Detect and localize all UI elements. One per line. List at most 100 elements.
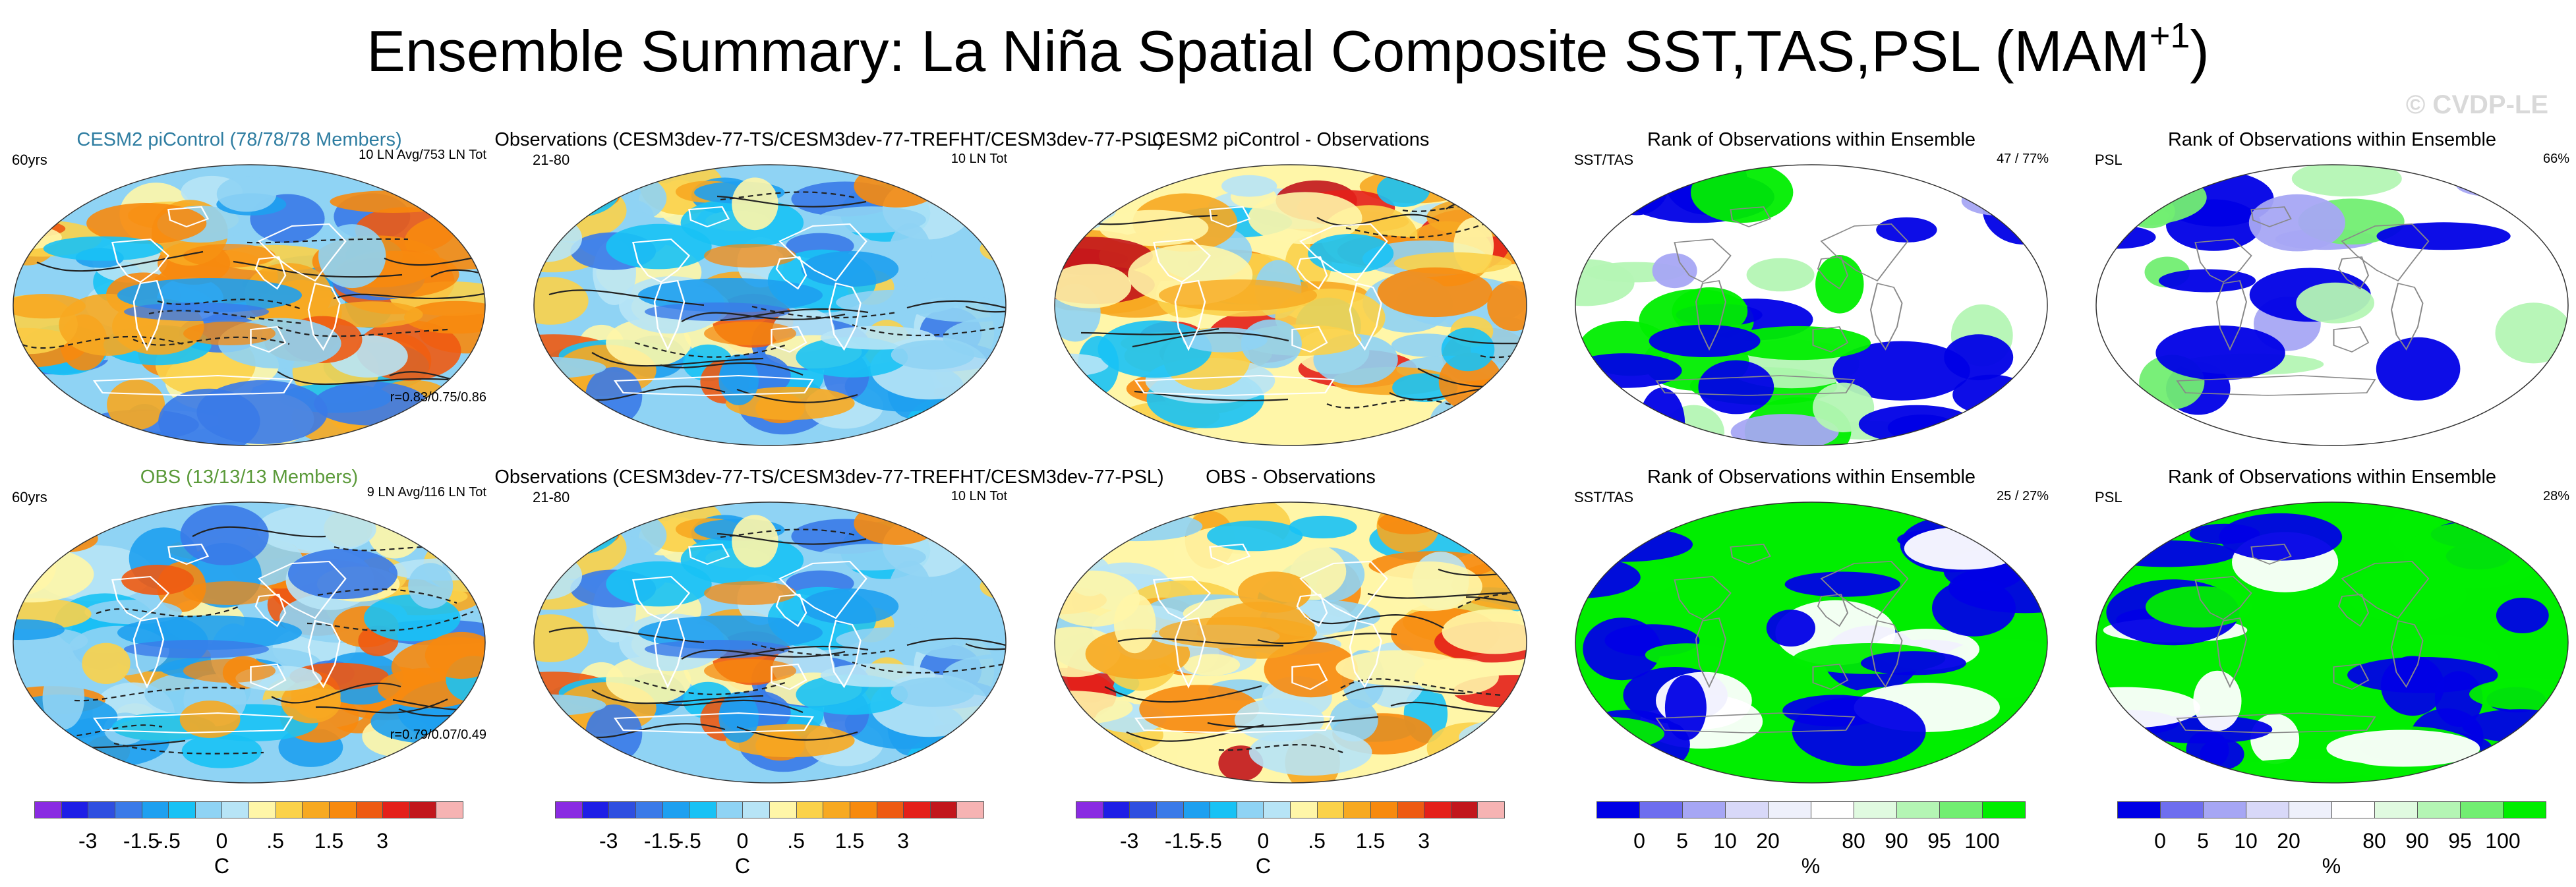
colorbar-2-swatch	[1263, 801, 1291, 818]
panel-r1c2-map	[1054, 501, 1527, 784]
colorbar-2-tick: 1.5	[1355, 829, 1386, 853]
panel-r1c4-title: Rank of Observations within Ensemble	[2167, 467, 2497, 488]
colorbar-3-unit: %	[1801, 854, 1821, 878]
colorbar-3-swatch	[1811, 801, 1854, 818]
colorbar-1-swatch	[742, 801, 770, 818]
colorbar-0-swatch	[61, 801, 89, 818]
colorbar-3-tick: 90	[1885, 829, 1908, 853]
colorbar-3-tick: 5	[1676, 829, 1688, 853]
panel-r1c0-left-label: 60yrs	[12, 489, 47, 505]
colorbar-0-swatch	[88, 801, 115, 818]
colorbar-1-swatch	[929, 801, 958, 818]
colorbar-0-tick: 1.5	[314, 829, 344, 853]
colorbar-1-swatch	[876, 801, 904, 818]
colorbar-3-swatch	[1939, 801, 1983, 818]
colorbar-3-swatch	[1639, 801, 1683, 818]
colorbar-4-tick: 20	[2277, 829, 2300, 853]
colorbar-2-swatch	[1102, 801, 1130, 818]
panel-r1c3-right-label: 25 / 27%	[1997, 489, 2049, 503]
colorbar-4-swatch	[2203, 801, 2246, 818]
colorbar-0-tick: -1.5	[123, 829, 160, 853]
colorbar-4-unit: %	[2322, 854, 2341, 878]
colorbar-2-swatch	[1236, 801, 1264, 818]
colorbar-4-tick: 90	[2405, 829, 2429, 853]
colorbar-3-swatch	[1725, 801, 1769, 818]
colorbar-1-swatch	[608, 801, 636, 818]
colorbar-0-swatch	[168, 801, 196, 818]
colorbar-2-swatch	[1477, 801, 1505, 818]
panel-r0c1-left-label: 21-80	[533, 152, 570, 168]
colorbar-0-unit: C	[214, 854, 229, 878]
colorbar-1-tick: -1.5	[643, 829, 681, 853]
colorbar-0-tick: 3	[376, 829, 389, 853]
colorbar-1-tick: 1.5	[834, 829, 865, 853]
figure-title: Ensemble Summary: La Niña Spatial Compos…	[0, 18, 2576, 84]
colorbar-0-swatch	[221, 801, 249, 818]
colorbar-1-swatch	[769, 801, 797, 818]
colorbar-0: -3 -1.5 -.5 0 .5 1.5 3 C	[34, 801, 463, 887]
panel-r0c3-map	[1575, 164, 2048, 446]
colorbar-2-tick: -3	[1120, 829, 1139, 853]
colorbar-4-swatch	[2503, 801, 2546, 818]
panel-r0c4-title: Rank of Observations within Ensemble	[2167, 129, 2497, 150]
colorbar-2-swatch	[1450, 801, 1478, 818]
colorbar-4-swatch	[2246, 801, 2289, 818]
panel-r0c1-right-label: 10 LN Tot	[951, 152, 1007, 166]
panel-r0c4-map	[2095, 164, 2569, 446]
colorbar-3: 0 5 10 20 80 90 95 100%	[1596, 801, 2026, 887]
colorbar-0-tick: -.5	[156, 829, 181, 853]
colorbar-4-swatch	[2460, 801, 2503, 818]
colorbar-2-swatch	[1210, 801, 1237, 818]
colorbar-1-swatch	[823, 801, 850, 818]
colorbar-0-swatch	[328, 801, 357, 818]
colorbar-1-tick: -.5	[676, 829, 701, 853]
colorbar-3-tick: 20	[1756, 829, 1780, 853]
colorbar-1-unit: C	[734, 854, 750, 878]
panel-r1c4-map	[2095, 501, 2569, 784]
colorbar-0-swatch	[275, 801, 303, 818]
panel-r1c0-right-label: 9 LN Avg/116 LN Tot	[366, 485, 486, 500]
panel-r0c1-map	[533, 164, 1007, 446]
colorbar-1-tick: -3	[599, 829, 618, 853]
panel-r0c1-title: Observations (CESM3dev-77-TS/CESM3dev-77…	[494, 129, 1164, 150]
colorbar-4-tick: 80	[2362, 829, 2386, 853]
colorbar-2: -3 -1.5 -.5 0 .5 1.5 3 C	[1076, 801, 1505, 887]
colorbar-3-tick: 95	[1927, 829, 1951, 853]
panel-r1c1-map	[533, 501, 1007, 784]
panel-r0c2-map	[1054, 164, 1527, 446]
colorbar-0-swatch	[34, 801, 62, 818]
colorbar-2-swatch	[1129, 801, 1157, 818]
colorbar-3-swatch	[1596, 801, 1640, 818]
colorbar-0-swatch	[141, 801, 169, 818]
colorbar-0-swatch	[382, 801, 410, 818]
watermark: © CVDP-LE	[2405, 90, 2548, 119]
colorbar-0-swatch	[355, 801, 384, 818]
colorbar-3-tick: 80	[1842, 829, 1865, 853]
panel-r1c0-map	[13, 501, 486, 784]
colorbar-0-swatch	[302, 801, 330, 818]
colorbar-0-tick: 0	[216, 829, 228, 853]
colorbar-2-tick: -.5	[1197, 829, 1222, 853]
colorbar-2-swatch	[1076, 801, 1103, 818]
panel-r0c2-title: CESM2 piControl - Observations	[1152, 129, 1430, 150]
panel-r1c4-right-label: 28%	[2542, 489, 2569, 503]
colorbar-1-swatch	[715, 801, 744, 818]
colorbar-2-tick: -1.5	[1164, 829, 1202, 853]
colorbar-3-swatch	[1982, 801, 2026, 818]
colorbar-0-swatch	[249, 801, 276, 818]
figure-title-close: )	[2190, 18, 2210, 84]
panel-r1c3-left-label: SST/TAS	[1574, 489, 1634, 505]
colorbar-0-tick: .5	[266, 829, 284, 853]
colorbar-3-tick: 0	[1633, 829, 1645, 853]
panel-r0c4-left-label: PSL	[2095, 152, 2122, 168]
panel-r0c3-left-label: SST/TAS	[1574, 152, 1634, 168]
colorbar-2-tick: 0	[1257, 829, 1270, 853]
figure-title-text: Ensemble Summary: La Niña Spatial Compos…	[366, 18, 2150, 84]
colorbar-3-swatch	[1854, 801, 1897, 818]
colorbar-1-swatch	[849, 801, 877, 818]
colorbar-1-swatch	[903, 801, 931, 818]
panel-r0c3-right-label: 47 / 77%	[1997, 152, 2049, 166]
colorbar-1-swatch	[796, 801, 824, 818]
panel-r1c3-title: Rank of Observations within Ensemble	[1647, 467, 1976, 488]
colorbar-4-tick: 5	[2197, 829, 2209, 853]
